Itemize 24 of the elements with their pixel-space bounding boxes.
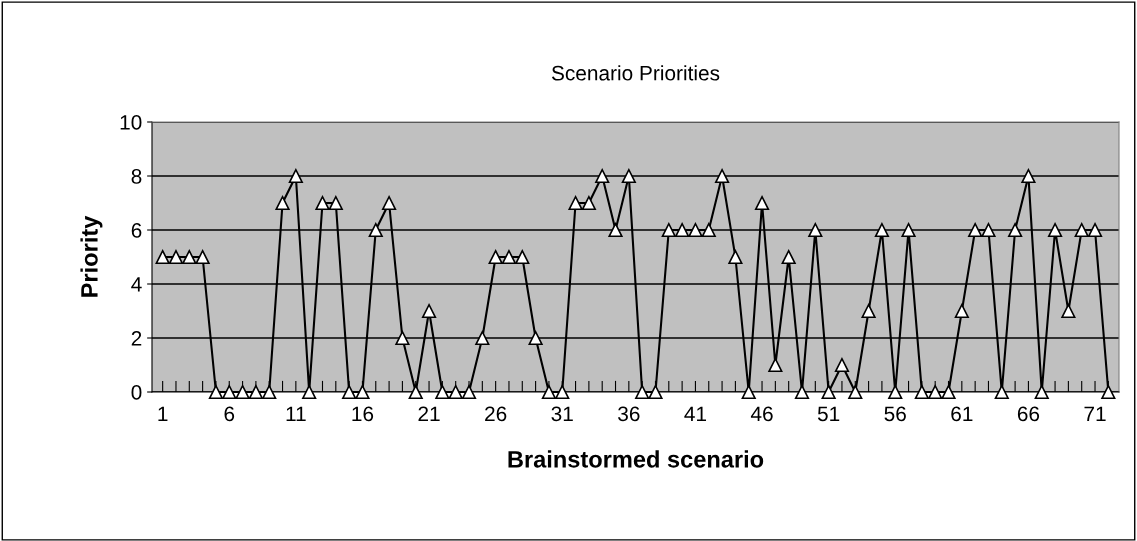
x-tick-label: 26 <box>485 406 507 422</box>
x-tick-label: 41 <box>684 406 707 421</box>
x-tick-label: 61 <box>951 406 973 422</box>
x-tick-label: 1 <box>158 406 168 421</box>
x-axis-title: Brainstormed scenario <box>508 450 764 468</box>
y-tick-label: 0 <box>131 385 142 400</box>
y-tick-label: 10 <box>120 115 142 130</box>
x-tick-label: 66 <box>1017 406 1040 422</box>
y-tick-label: 2 <box>131 331 142 346</box>
x-tick-label: 56 <box>884 406 906 422</box>
x-tick-label: 16 <box>352 406 374 422</box>
x-tick-label: 31 <box>551 406 573 422</box>
y-tick-label: 8 <box>131 169 142 184</box>
x-tick-label: 71 <box>1084 406 1106 421</box>
y-axis-title: Priority <box>80 215 103 297</box>
x-tick-label: 36 <box>618 406 640 422</box>
x-tick-label: 51 <box>817 406 840 422</box>
x-tick-label: 6 <box>224 406 235 422</box>
y-tick-label: 4 <box>131 277 142 292</box>
x-tick-label: 46 <box>750 406 773 422</box>
x-tick-label: 21 <box>418 406 440 421</box>
x-tick-label: 11 <box>286 406 306 421</box>
chart-title: Scenario Priorities <box>551 65 720 81</box>
y-tick-label: 6 <box>131 223 142 238</box>
